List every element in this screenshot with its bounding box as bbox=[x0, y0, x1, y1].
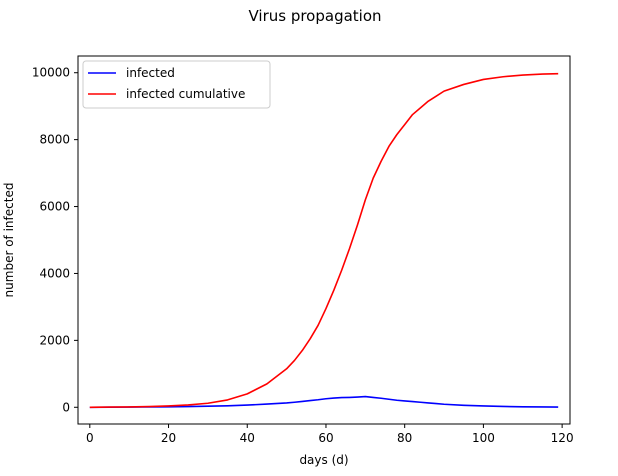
y-tick-label: 2000 bbox=[39, 333, 70, 347]
y-tick-label: 0 bbox=[62, 400, 70, 414]
plot-frame bbox=[77, 55, 571, 425]
x-tick-label: 60 bbox=[318, 431, 333, 445]
x-axis: 0 20 40 60 80 100 120 bbox=[86, 424, 574, 445]
x-tick-label: 120 bbox=[551, 431, 574, 445]
x-tick-label: 80 bbox=[397, 431, 412, 445]
legend: infected infected cumulative bbox=[82, 60, 271, 109]
y-tick-label: 4000 bbox=[39, 266, 70, 280]
plot-area bbox=[89, 72, 559, 409]
series-line-1 bbox=[89, 395, 559, 409]
x-tick-label: 100 bbox=[472, 431, 495, 445]
chart-title: Virus propagation bbox=[248, 7, 381, 25]
x-tick-label: 40 bbox=[240, 431, 255, 445]
y-tick-label: 6000 bbox=[39, 200, 70, 214]
y-tick-label: 8000 bbox=[39, 133, 70, 147]
x-axis-label: days (d) bbox=[299, 453, 348, 467]
x-tick-label: 20 bbox=[161, 431, 176, 445]
series-line-2 bbox=[89, 72, 559, 409]
y-axis: 0 2000 4000 6000 8000 10000 bbox=[32, 66, 78, 414]
legend-label-2: infected cumulative bbox=[126, 87, 245, 101]
y-tick-label: 10000 bbox=[32, 66, 70, 80]
legend-box bbox=[82, 60, 271, 109]
x-tick-label: 0 bbox=[86, 431, 94, 445]
y-axis-label: number of infected bbox=[2, 183, 16, 298]
legend-label-1: infected bbox=[126, 66, 175, 80]
